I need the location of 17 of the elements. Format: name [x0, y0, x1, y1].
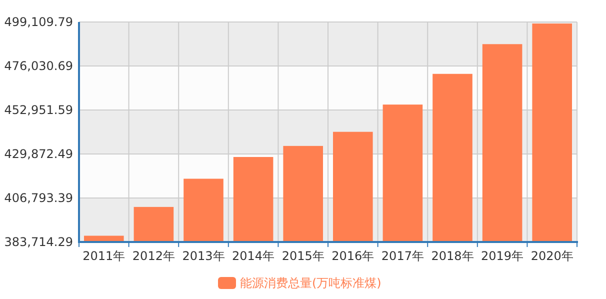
y-tick-label: 452,951.59	[4, 103, 73, 118]
x-tick-label: 2013年	[182, 249, 225, 263]
y-tick-label: 383,714.29	[4, 235, 73, 250]
x-tick-label: 2017年	[381, 249, 424, 263]
x-tick-label: 2018年	[431, 249, 474, 263]
y-tick-label: 406,793.39	[4, 191, 73, 206]
y-tick-label: 499,109.79	[4, 15, 73, 30]
y-tick-label: 476,030.69	[4, 59, 73, 74]
x-tick-label: 2019年	[481, 249, 524, 263]
x-tick-label: 2016年	[332, 249, 374, 263]
x-tick-label: 2020年	[530, 249, 574, 263]
x-tick-label: 2014年	[232, 249, 275, 263]
legend-label: 能源消费总量(万吨标准煤)	[240, 276, 382, 290]
x-tick-label: 2011年	[82, 249, 126, 263]
y-tick-label: 429,872.49	[4, 147, 73, 162]
x-tick-label: 2015年	[282, 249, 324, 263]
x-tick-label: 2012年	[132, 249, 175, 263]
